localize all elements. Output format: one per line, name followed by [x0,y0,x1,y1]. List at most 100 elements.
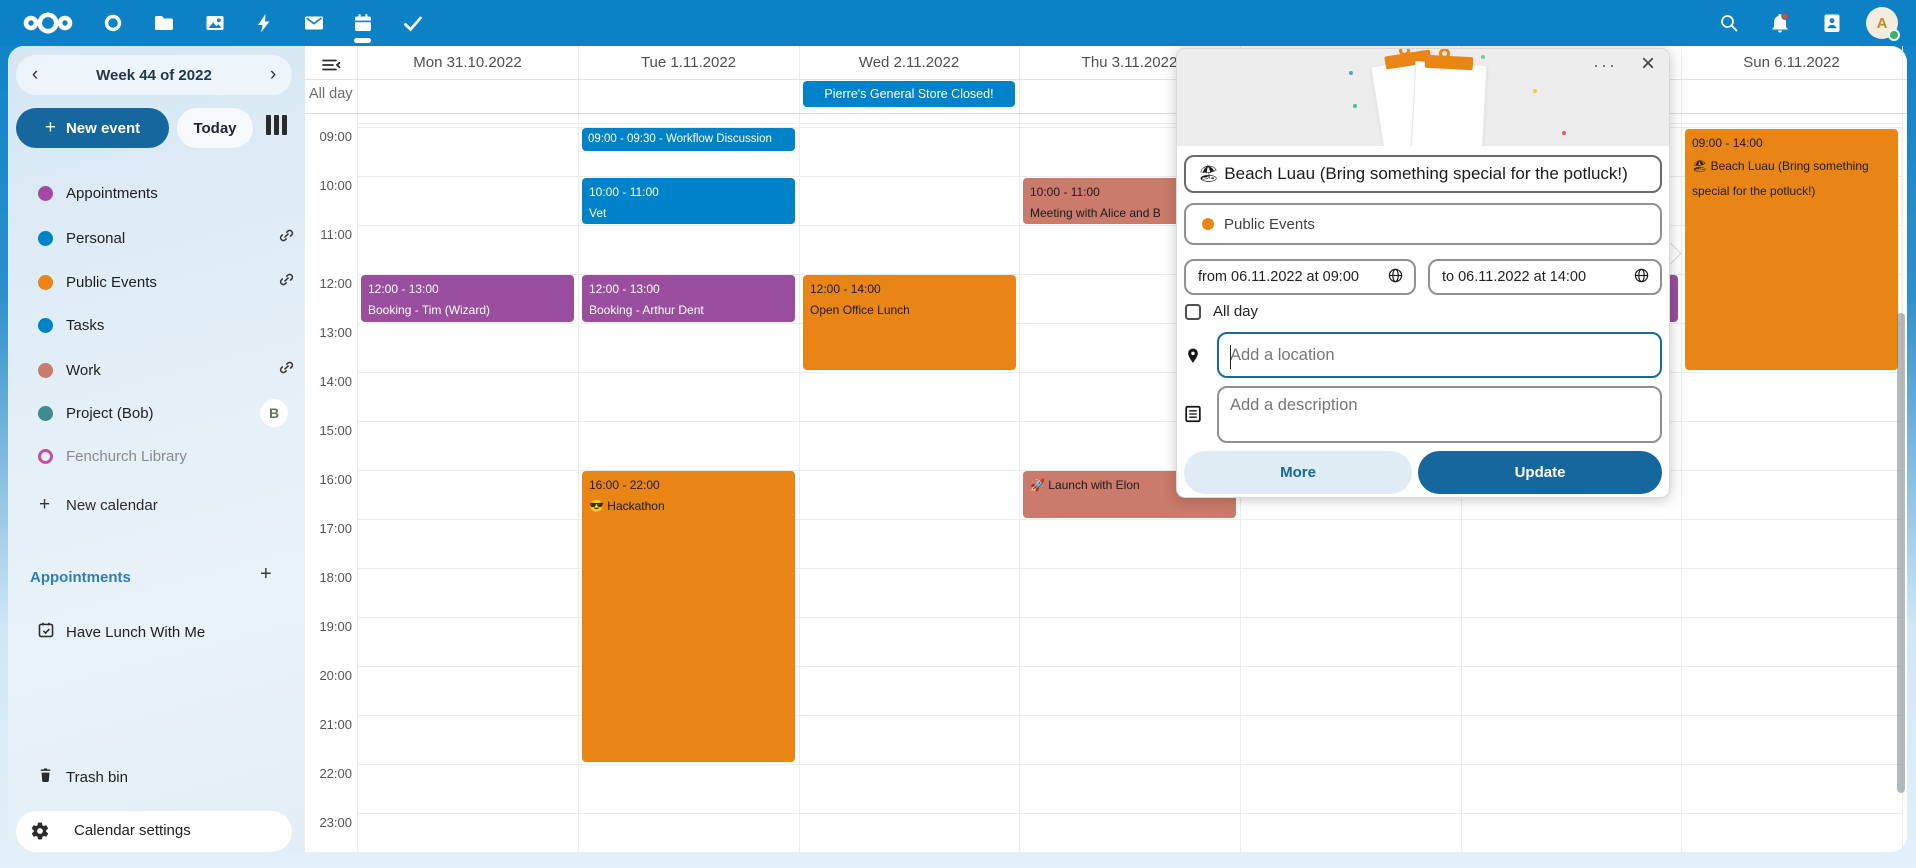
time-label: 09:00 [319,129,352,144]
trash-bin-item[interactable]: Trash bin [8,757,305,797]
confetti-dot [1562,131,1566,135]
gear-icon [30,821,50,846]
event-title: Vet [589,206,607,220]
update-button-label: Update [1514,464,1566,481]
notifications-bell-icon[interactable] [1768,11,1792,35]
view-columns-icon[interactable] [266,115,288,135]
app-icon-tasks[interactable] [401,11,425,35]
new-event-button[interactable]: + New event [16,108,169,148]
update-button[interactable]: Update [1418,451,1662,494]
event-time: 09:00 - 14:00 [1692,136,1763,150]
previous-week-chevron-icon[interactable]: ‹ [31,64,39,85]
sidebar-item-public-events-calendar[interactable]: Public Events [8,260,305,304]
topbar: A [0,0,1916,46]
event-time: 12:00 - 13:00 [589,282,660,296]
calendar-picker-select[interactable]: Public Events [1184,203,1662,245]
app-icon-activity[interactable] [252,11,276,35]
new-event-label: New event [65,119,141,137]
calendar-color-dot [38,362,53,378]
close-icon[interactable]: × [1640,50,1655,77]
share-link-icon[interactable] [278,271,295,293]
new-calendar-label: New calendar [66,496,158,514]
event-beach-luau[interactable]: 09:00 - 14:00 🏖 Beach Luau (Bring someth… [1685,129,1898,370]
more-button-label: More [1280,464,1316,481]
event-booking-arthur-dent[interactable]: 12:00 - 13:00 Booking - Arthur Dent [582,275,795,322]
event-hackathon[interactable]: 16:00 - 22:00 😎 Hackathon [582,471,795,762]
popup-more-actions-icon[interactable]: ··· [1593,55,1617,75]
sidebar-item-work-calendar[interactable]: Work [8,348,305,392]
sidebar-item-fenchurch-library-calendar[interactable]: Fenchurch Library [8,434,305,478]
start-datetime-value: from 06.11.2022 at 09:00 [1198,269,1359,285]
start-datetime-button[interactable]: from 06.11.2022 at 09:00 [1184,259,1416,295]
event-vet[interactable]: 10:00 - 11:00 Vet [582,178,795,224]
calendar-color-ring [38,448,53,464]
app-icon-calendar[interactable] [351,11,375,35]
event-label: 09:00 - 09:30 - Workflow Discussion [588,133,772,145]
day-header-mon: Mon 31.10.2022 [413,54,522,71]
toggle-sidebar-icon[interactable] [320,56,342,79]
location-input[interactable] [1219,334,1660,376]
day-header-thu: Thu 3.11.2022 [1081,54,1178,71]
event-workflow-discussion[interactable]: 09:00 - 09:30 - Workflow Discussion [582,128,795,151]
all-day-checkbox[interactable] [1185,303,1201,320]
app-icon-dashboard[interactable] [101,11,125,35]
calendar-color-dot [38,317,53,333]
event-time: 10:00 - 11:00 [589,185,659,199]
vertical-scrollbar[interactable] [1897,313,1905,793]
day-column-mon[interactable] [357,46,578,852]
appointment-item-have-lunch[interactable]: Have Lunch With Me [8,612,305,652]
sidebar-item-tasks-calendar[interactable]: Tasks [8,303,305,347]
event-title-input[interactable]: 🏖 Beach Luau (Bring something special fo… [1184,155,1662,193]
avatar[interactable]: A [1866,7,1900,41]
event-pierres-general-store-closed[interactable]: Pierre's General Store Closed! [803,81,1015,107]
active-app-indicator [354,38,371,43]
all-day-checkbox-label[interactable]: All day [1213,303,1259,320]
sidebar-item-project-bob-calendar[interactable]: Project (Bob) B [8,391,305,435]
sidebar-item-personal-calendar[interactable]: Personal [8,216,305,260]
end-datetime-button[interactable]: to 06.11.2022 at 14:00 [1428,259,1662,295]
popup-illustration-header [1177,49,1669,146]
calendar-color-dot [1202,218,1214,230]
event-title: Booking - Tim (Wizard) [368,303,491,317]
more-button[interactable]: More [1184,451,1412,494]
confetti-dot [1533,89,1537,93]
timezone-globe-icon[interactable] [1633,267,1650,288]
nextcloud-logo-icon[interactable] [22,11,74,35]
calendar-settings-button[interactable]: Calendar settings [16,811,292,852]
header-divider [305,79,1907,80]
illustration-page [1410,61,1488,146]
day-header-tue: Tue 1.11.2022 [640,54,737,71]
calendar-name: Work [66,361,101,379]
timezone-globe-icon[interactable] [1387,267,1404,288]
app-icon-photos[interactable] [203,11,227,35]
day-column-wed[interactable] [799,46,1019,852]
calendar-color-dot [38,405,53,421]
plus-icon: + [44,117,56,138]
add-appointment-icon[interactable]: + [260,563,272,585]
today-button[interactable]: Today [177,108,253,148]
sidebar-item-appointments-calendar[interactable]: Appointments [8,171,305,215]
event-title: 🚀 Launch with Elon [1030,478,1140,492]
week-label: Week 44 of 2022 [96,66,212,84]
contacts-menu-icon[interactable] [1820,11,1844,35]
share-link-icon[interactable] [278,359,295,381]
description-icon [1183,404,1203,429]
search-icon[interactable] [1717,11,1741,35]
next-week-chevron-icon[interactable]: › [269,64,277,85]
event-booking-tim-wizard[interactable]: 12:00 - 13:00 Booking - Tim (Wizard) [361,275,574,322]
description-input[interactable] [1219,388,1660,441]
location-pin-icon [1184,345,1202,372]
all-day-checkbox-row: All day [1185,303,1258,320]
app-icon-mail[interactable] [302,11,326,35]
trash-label: Trash bin [66,768,128,786]
all-day-divider [305,113,1907,114]
time-label: 15:00 [319,423,352,438]
plus-icon: + [39,494,51,515]
event-open-office-lunch[interactable]: 12:00 - 14:00 Open Office Lunch [803,275,1016,370]
time-label: 23:00 [319,815,352,830]
new-calendar-button[interactable]: + New calendar [8,483,305,527]
time-label: 21:00 [319,717,352,732]
confetti-dot [1349,71,1353,75]
share-link-icon[interactable] [278,227,295,249]
app-icon-files[interactable] [152,11,176,35]
